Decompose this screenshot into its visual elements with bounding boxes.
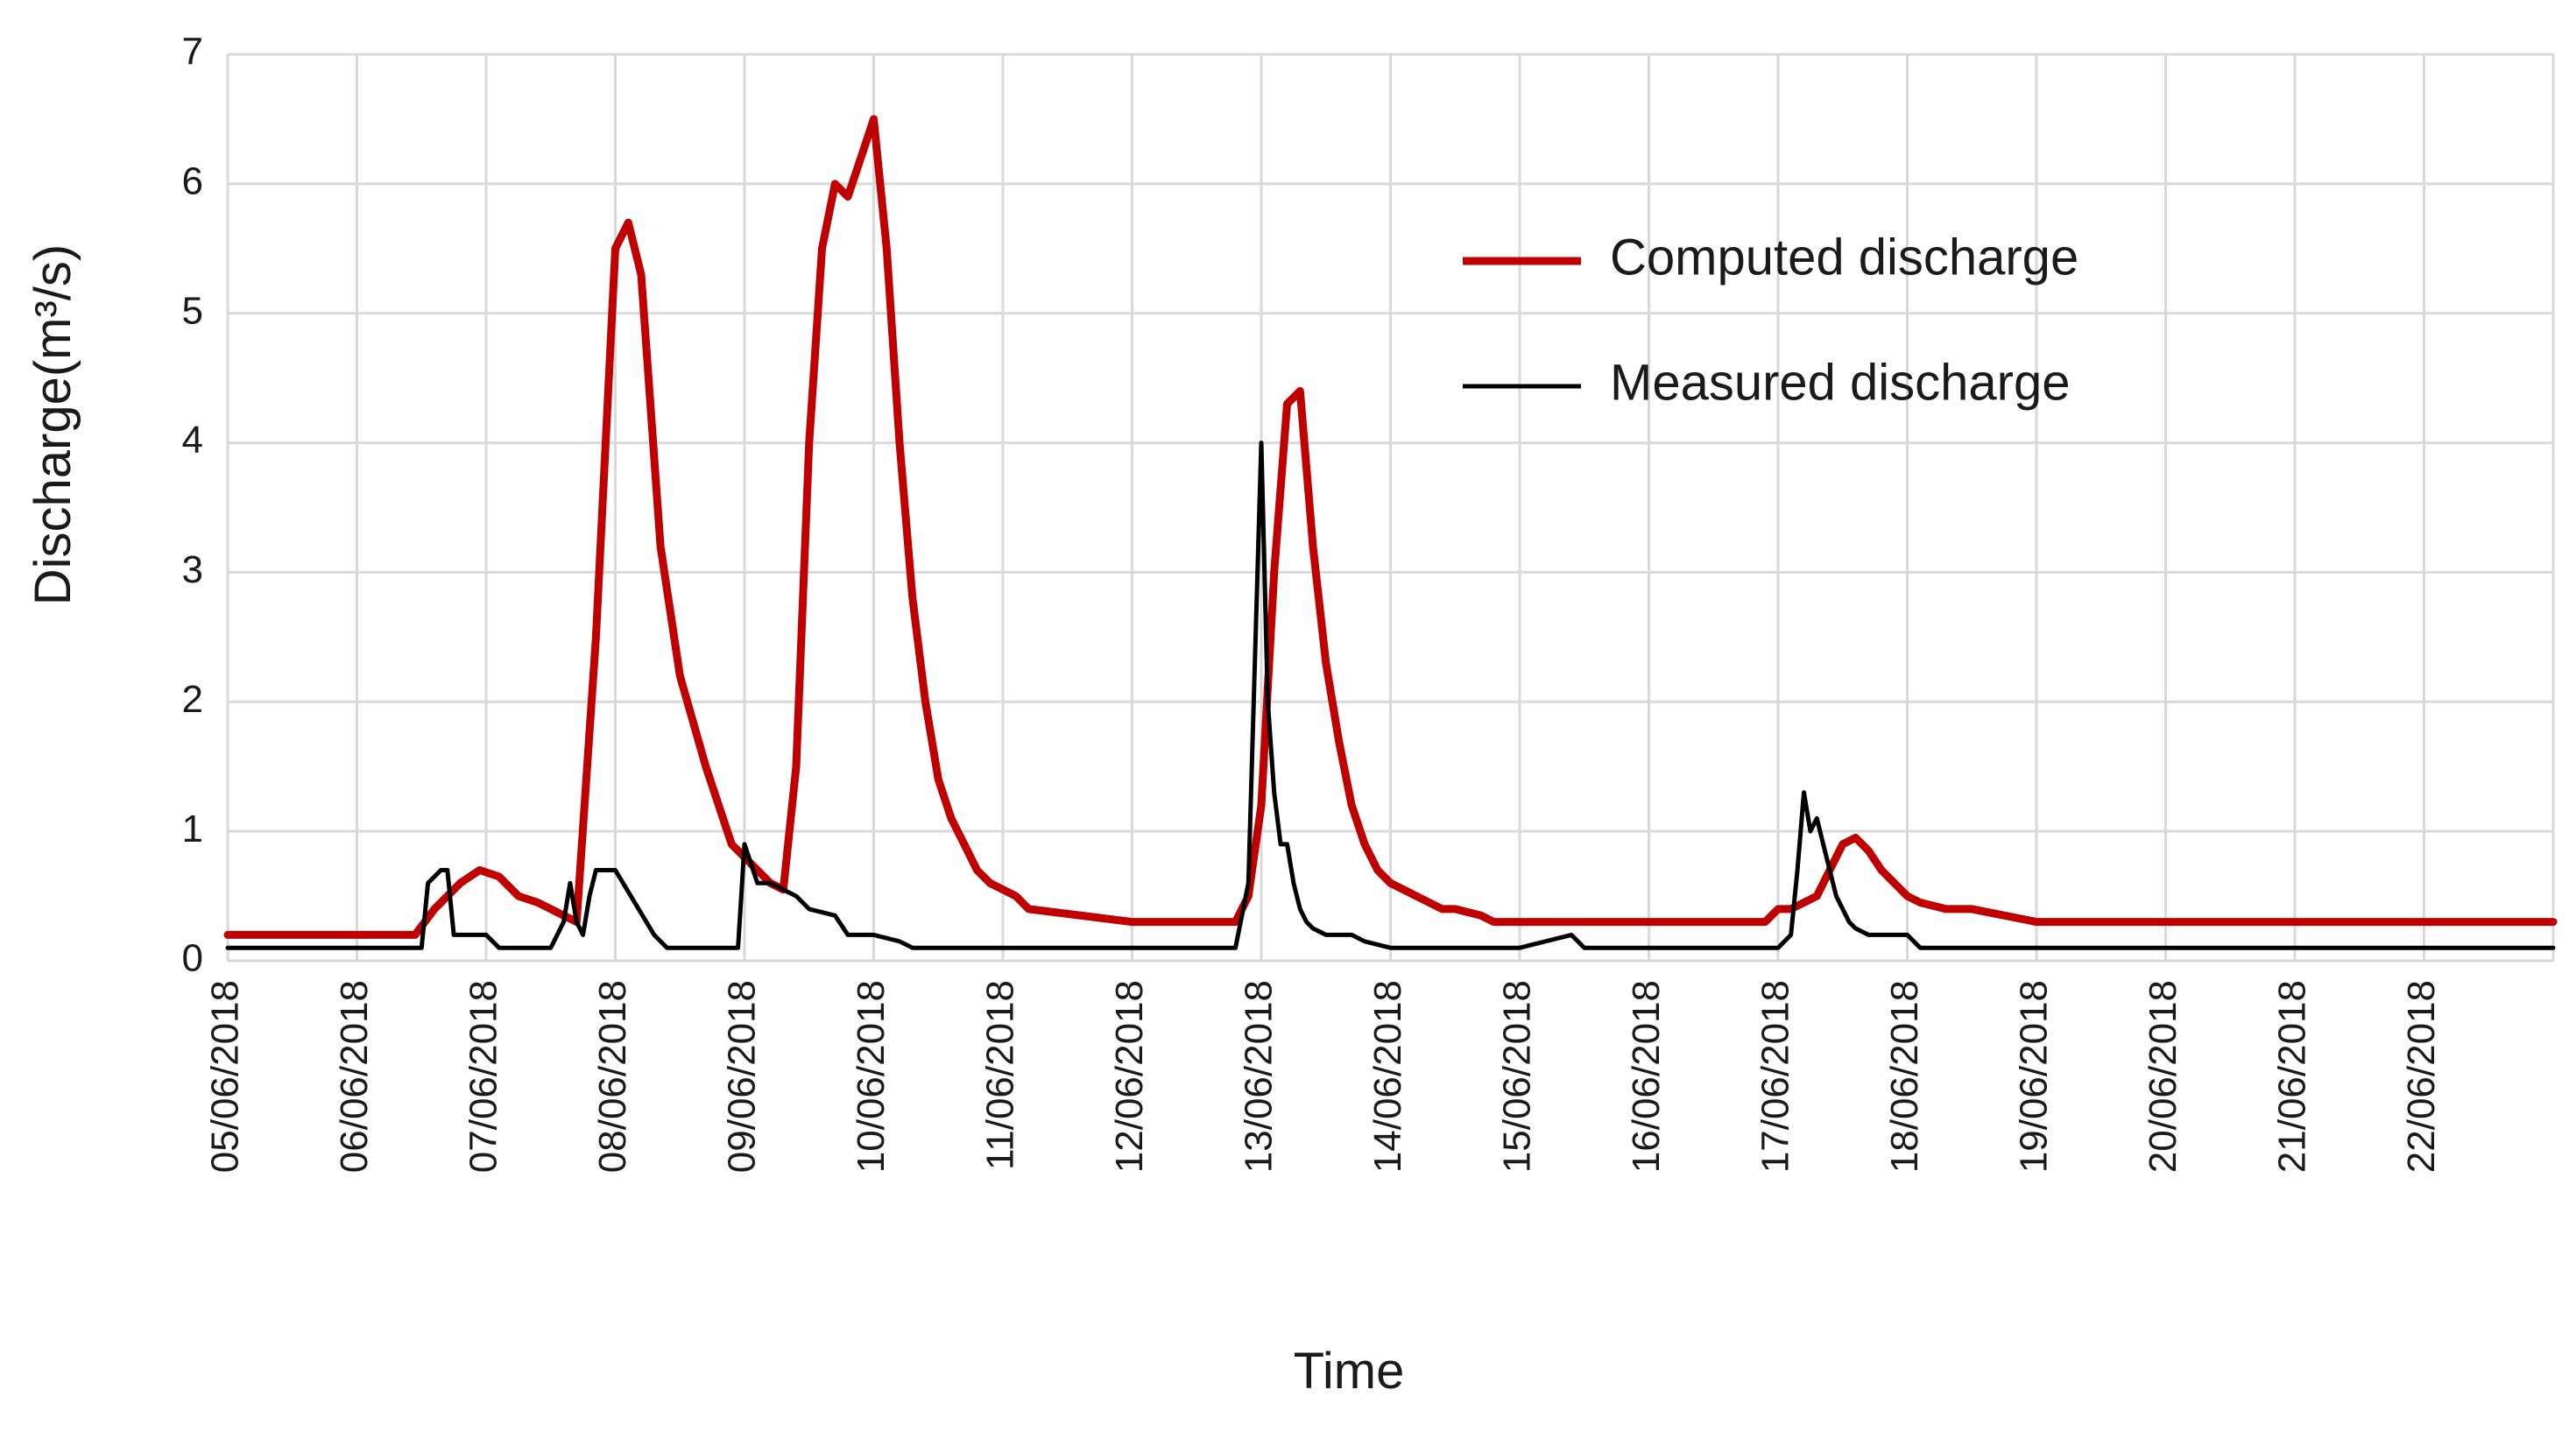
x-tick-label: 11/06/2018: [979, 980, 1022, 1170]
x-tick-label: 08/06/2018: [591, 980, 634, 1173]
x-tick-label: 09/06/2018: [721, 980, 764, 1173]
x-tick-label: 10/06/2018: [850, 980, 893, 1173]
x-tick-label: 20/06/2018: [2142, 980, 2184, 1173]
y-tick-label: 0: [182, 937, 203, 980]
y-tick-label: 1: [182, 808, 203, 850]
x-tick-label: 06/06/2018: [333, 980, 376, 1173]
x-tick-label: 15/06/2018: [1496, 980, 1539, 1173]
series-group: [223, 115, 2558, 950]
x-tick-label: 13/06/2018: [1238, 980, 1281, 1173]
y-tick-label: 6: [182, 159, 203, 202]
x-tick-label: 21/06/2018: [2271, 980, 2314, 1173]
y-tick-label: 5: [182, 289, 203, 332]
legend: Computed discharge Measured discharge: [1463, 229, 2078, 411]
x-tick-labels: 05/06/2018 06/06/2018 07/06/2018 08/06/2018…: [204, 980, 2444, 1173]
x-tick-label: 19/06/2018: [2013, 980, 2056, 1173]
y-axis-label: Discharge(m³/s): [25, 244, 81, 606]
y-tick-label: 4: [182, 419, 203, 462]
series-line-measured: [225, 441, 2556, 950]
x-tick-label: 05/06/2018: [204, 980, 247, 1173]
y-tick-labels: 0 1 2 3 4 5 6 7: [182, 31, 203, 980]
x-axis-label: Time: [1294, 1343, 1405, 1400]
x-tick-label: 16/06/2018: [1625, 980, 1668, 1173]
y-tick-label: 3: [182, 548, 203, 591]
y-tick-label: 7: [182, 31, 203, 74]
x-tick-label: 07/06/2018: [462, 980, 505, 1173]
y-tick-label: 2: [182, 678, 203, 721]
x-tick-label: 14/06/2018: [1366, 980, 1409, 1173]
x-tick-label: 18/06/2018: [1883, 980, 1926, 1173]
x-tick-label: 22/06/2018: [2400, 980, 2443, 1173]
x-tick-label: 12/06/2018: [1108, 980, 1151, 1173]
x-tick-label: 17/06/2018: [1754, 980, 1797, 1173]
grid: [226, 53, 2555, 963]
legend-label-computed: Computed discharge: [1610, 229, 2078, 286]
legend-label-measured: Measured discharge: [1610, 354, 2071, 411]
series-line-computed: [223, 115, 2558, 939]
